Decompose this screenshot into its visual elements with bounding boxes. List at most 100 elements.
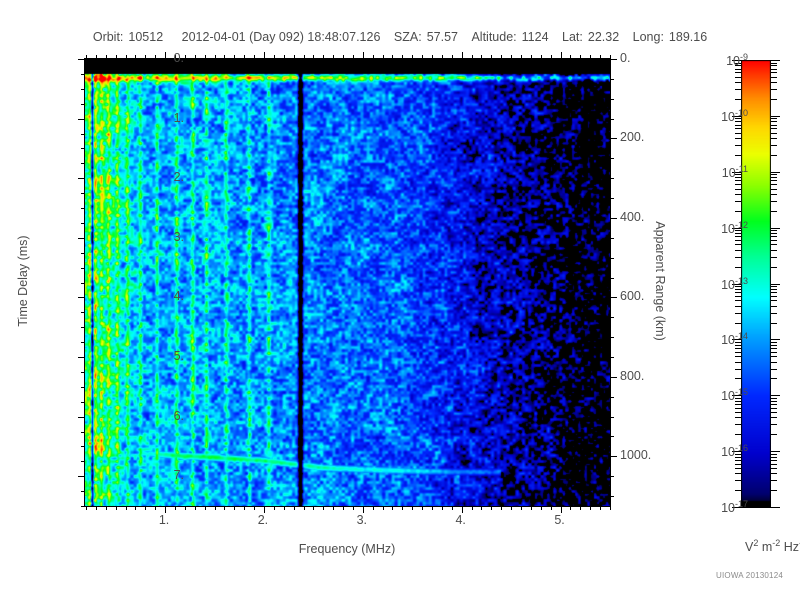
colorbar-tick-minor <box>771 121 777 123</box>
colorbar-tick-minor <box>771 230 777 232</box>
x-tick-minor-top <box>343 55 345 59</box>
x-tick-minor-top <box>441 55 443 59</box>
colorbar-tick-minor <box>771 322 777 324</box>
colorbar-tick-minor <box>735 193 741 195</box>
colorbar-tick-minor <box>771 76 777 78</box>
y-tick-minor-right <box>610 98 614 100</box>
colorbar-tick-label: 10-13 <box>721 275 748 291</box>
colorbar-tick-label: 10-9 <box>726 52 748 68</box>
colorbar-tick-major <box>732 171 741 173</box>
y-tick-minor-left <box>81 88 85 90</box>
x-tick-minor-top <box>254 55 256 59</box>
colorbar-tick-minor <box>735 480 741 482</box>
y-tick-major-left <box>78 357 85 358</box>
header-field-lat: Lat: 22.32 <box>562 30 620 44</box>
x-tick-minor-top <box>244 55 246 59</box>
colorbar-tick-minor <box>735 322 741 324</box>
units-volts: V <box>745 540 754 555</box>
x-tick-minor <box>115 506 117 510</box>
colorbar-tick-minor <box>735 62 741 64</box>
x-tick-minor-top <box>85 55 87 59</box>
y-tick-minor-right <box>610 476 614 478</box>
colorbar-tick-label: 10-10 <box>721 108 748 124</box>
x-tick-minor <box>372 506 374 510</box>
y-tick-label-left: 4. <box>173 289 184 304</box>
colorbar-tick-minor <box>771 453 777 455</box>
y-tick-minor-right <box>610 178 614 180</box>
radargram-plot-area <box>78 52 617 513</box>
colorbar-tick-minor <box>735 424 741 426</box>
credit-watermark: UIOWA 20130124 <box>716 571 783 580</box>
colorbar-tick-mantissa: 10 <box>721 277 735 292</box>
x-tick-major <box>362 506 364 513</box>
colorbar-tick-major <box>732 115 741 117</box>
colorbar-tick-minor <box>735 400 741 402</box>
y-tick-major-right <box>610 138 617 140</box>
colorbar-tick-exponent: -16 <box>734 443 748 454</box>
x-tick-minor <box>392 506 394 510</box>
colorbar-tick-minor <box>771 368 777 370</box>
colorbar-tick-major <box>771 227 780 229</box>
colorbar-tick-minor <box>735 459 741 461</box>
colorbar-tick-minor <box>735 72 741 74</box>
x-tick-minor-top <box>511 55 513 59</box>
colorbar-tick-exponent: -12 <box>734 219 748 230</box>
colorbar-tick-minor <box>735 300 741 302</box>
y-tick-minor-right <box>610 416 614 418</box>
y-tick-major-left <box>78 118 85 120</box>
x-tick-minor-top <box>501 55 503 59</box>
colorbar-tick-minor <box>735 467 741 469</box>
y-tick-major-right <box>610 59 617 60</box>
units-meters: m <box>758 540 773 555</box>
x-tick-label: 1. <box>158 513 170 527</box>
colorbar-tick-minor <box>771 344 777 346</box>
colorbar-tick-minor <box>735 124 741 126</box>
colorbar-tick-minor <box>771 480 777 482</box>
colorbar-tick-label: 10-12 <box>721 220 748 236</box>
y-tick-label-right: 1000. <box>620 448 652 463</box>
colorbar-tick-minor <box>771 138 777 140</box>
colorbar-tick-minor <box>735 397 741 399</box>
colorbar-tick-label: 10-11 <box>722 164 748 180</box>
colorbar-gradient <box>741 60 771 508</box>
colorbar-tick-minor <box>771 174 777 176</box>
x-tick-minor <box>540 506 542 510</box>
x-tick-minor-top <box>521 55 523 59</box>
colorbar-tick-minor <box>771 286 777 288</box>
x-tick-minor <box>590 506 592 510</box>
colorbar-tick-label: 10-16 <box>721 443 748 459</box>
y-tick-label-left: 6. <box>173 408 184 423</box>
x-tick-minor-top <box>115 55 117 59</box>
x-tick-minor <box>224 506 226 510</box>
x-tick-minor-top <box>600 55 602 59</box>
y-tick-major-left <box>78 237 85 239</box>
colorbar-tick-mantissa: 10 <box>721 445 735 460</box>
x-tick-minor <box>352 506 354 510</box>
colorbar-tick-minor <box>735 407 741 409</box>
colorbar-tick-minor <box>735 456 741 458</box>
y-tick-major-right <box>610 297 617 299</box>
colorbar-tick-minor <box>771 89 777 91</box>
colorbar-tick-mantissa: 10 <box>721 221 735 236</box>
units-hertz: Hz <box>780 540 800 555</box>
y-tick-label-left: 0. <box>173 51 184 65</box>
colorbar-tick-minor <box>771 312 777 314</box>
x-tick-label: 5. <box>554 513 565 527</box>
x-tick-minor <box>135 506 137 510</box>
y-tick-minor-left <box>81 506 85 507</box>
colorbar-tick-major <box>732 283 741 285</box>
x-tick-major <box>263 506 265 513</box>
x-tick-label: 4. <box>455 513 466 527</box>
x-tick-minor <box>382 506 384 510</box>
x-tick-minor-top <box>392 55 394 59</box>
colorbar-tick-label: 10-15 <box>721 387 748 403</box>
x-tick-minor <box>95 506 97 510</box>
x-tick-minor-top <box>313 55 315 59</box>
colorbar-tick-minor <box>735 312 741 314</box>
colorbar-tick-minor <box>735 286 741 288</box>
colorbar-tick-exponent: -14 <box>734 331 748 342</box>
x-tick-label: 2. <box>257 513 269 527</box>
colorbar-tick-exponent: -13 <box>734 275 748 286</box>
colorbar-tick-minor <box>771 341 777 343</box>
y-tick-minor-left <box>81 342 85 344</box>
